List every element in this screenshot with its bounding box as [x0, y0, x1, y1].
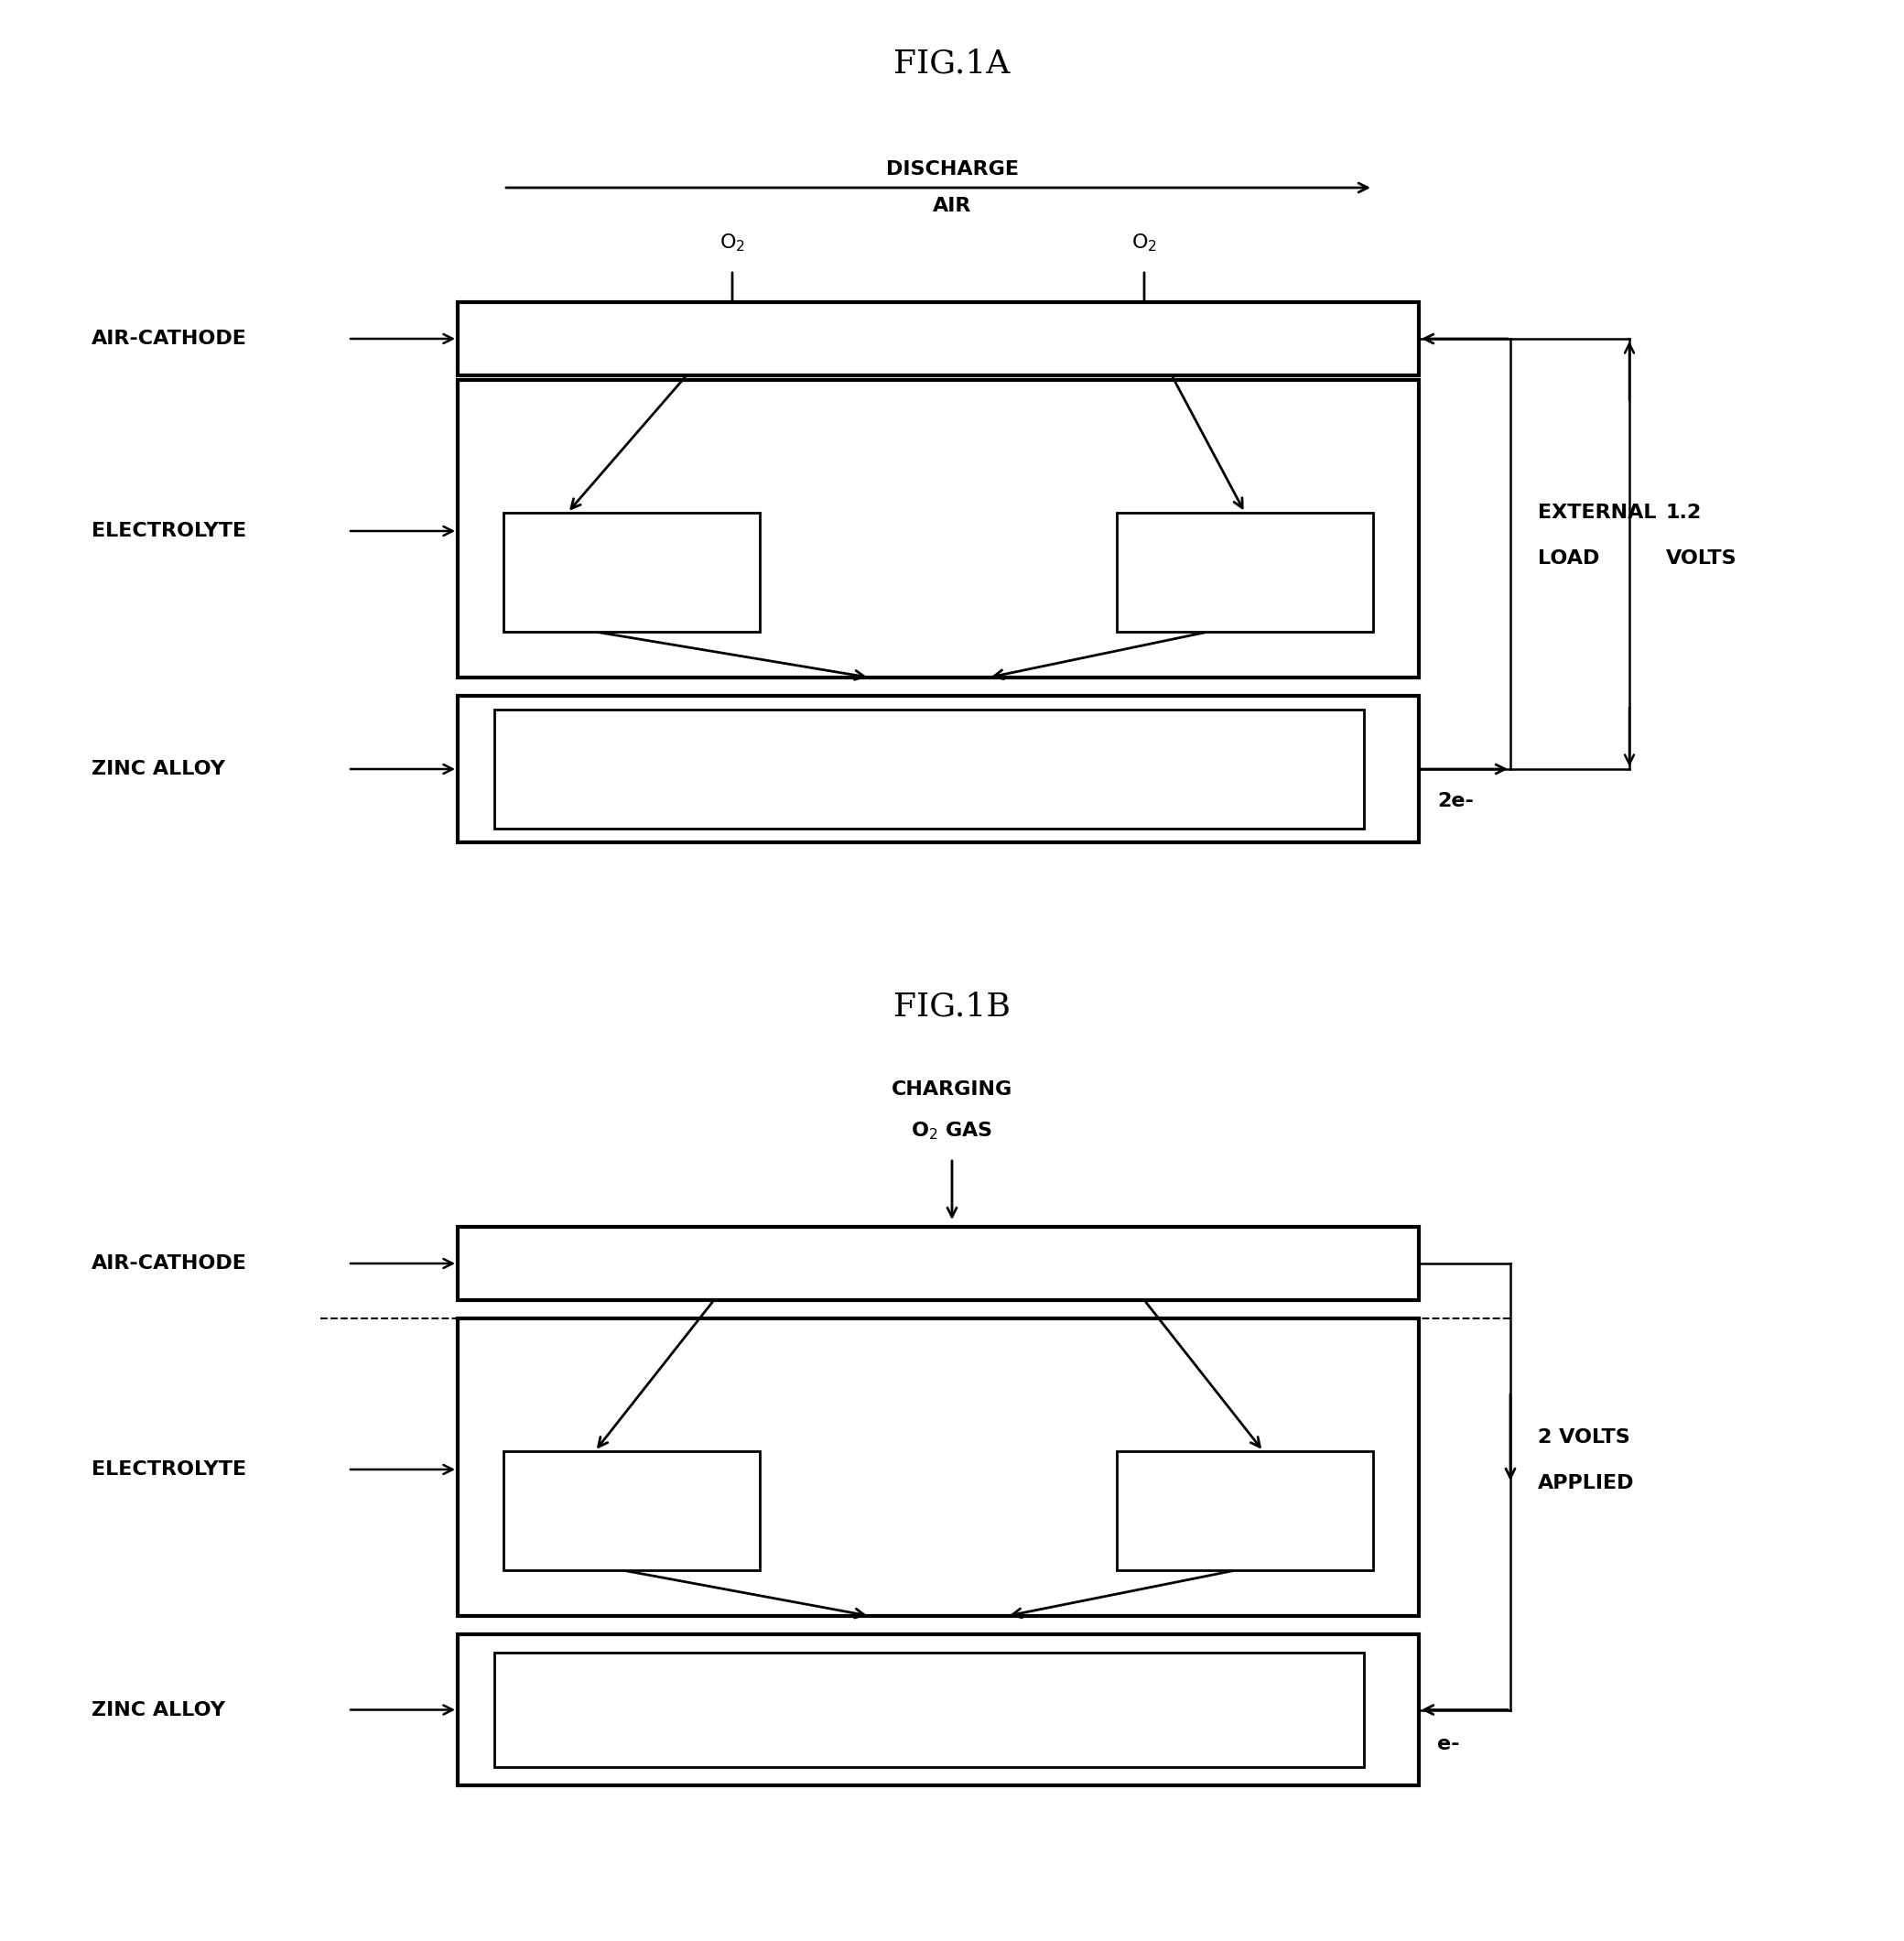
Bar: [457, 1318, 1418, 1617]
Bar: [457, 303, 1418, 375]
Text: 2 VOLTS: 2 VOLTS: [1538, 1429, 1630, 1446]
Text: ELECTROLYTE: ELECTROLYTE: [91, 1460, 246, 1479]
Text: 2 HO: 2 HO: [600, 1500, 663, 1522]
Text: VOLTS: VOLTS: [1666, 549, 1736, 567]
Bar: [457, 1227, 1418, 1300]
Bar: [503, 512, 760, 631]
Bar: [457, 695, 1418, 842]
Text: e-: e-: [1438, 1735, 1460, 1753]
Text: O$_2$ GAS: O$_2$ GAS: [912, 1120, 992, 1141]
Text: 2e-: 2e-: [1438, 792, 1474, 809]
Bar: [457, 380, 1418, 677]
Bar: [457, 1634, 1418, 1786]
Text: H$_2$O: H$_2$O: [1220, 561, 1270, 584]
Text: Zn+$\rightarrow$Zn(OH)$_2$$\rightarrow$ZnO+$\rightarrow$: Zn+$\rightarrow$Zn(OH)$_2$$\rightarrow$Z…: [800, 759, 1059, 780]
Text: LOAD: LOAD: [1538, 549, 1599, 567]
Text: AIR-CATHODE: AIR-CATHODE: [91, 1254, 248, 1273]
Text: EXTERNAL: EXTERNAL: [1538, 503, 1656, 522]
Text: FIG.1B: FIG.1B: [893, 992, 1011, 1023]
Text: O$_2$: O$_2$: [1131, 231, 1158, 254]
Bar: [1118, 512, 1373, 631]
Text: AIR-CATHODE: AIR-CATHODE: [91, 330, 248, 347]
Text: ELECTROLYTE: ELECTROLYTE: [91, 522, 246, 540]
Text: AIR: AIR: [933, 196, 971, 215]
Text: Zn$\leftarrow$Zn(OH)$_2$$\leftarrow$ZnO: Zn$\leftarrow$Zn(OH)$_2$$\leftarrow$ZnO: [826, 1698, 1032, 1720]
Text: CHARGING: CHARGING: [891, 1081, 1013, 1099]
Text: APPLIED: APPLIED: [1538, 1473, 1634, 1493]
Text: H$_2$O: H$_2$O: [1220, 1498, 1270, 1522]
Text: FIG.1A: FIG.1A: [893, 49, 1011, 80]
Text: O$_2$: O$_2$: [720, 231, 744, 254]
Bar: [503, 1452, 760, 1570]
Text: DISCHARGE: DISCHARGE: [885, 161, 1019, 179]
Text: ZINC ALLOY: ZINC ALLOY: [91, 1700, 225, 1720]
Bar: [495, 1652, 1363, 1766]
Bar: [1118, 1452, 1373, 1570]
Text: 2 HO: 2 HO: [600, 561, 663, 582]
Bar: [495, 710, 1363, 829]
Text: ZINC ALLOY: ZINC ALLOY: [91, 761, 225, 778]
Text: 1.2: 1.2: [1666, 503, 1702, 522]
